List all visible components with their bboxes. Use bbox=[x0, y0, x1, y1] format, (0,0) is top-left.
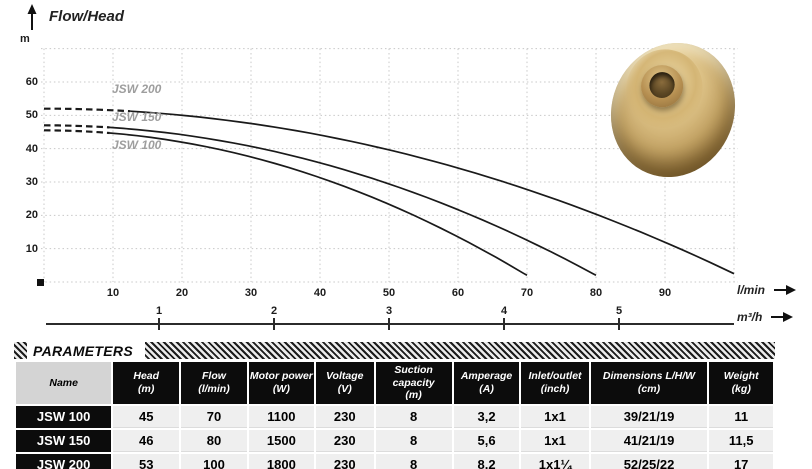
x-axis-tick-label: 30 bbox=[244, 287, 258, 299]
secondary-x-axis-tick-label: 2 bbox=[270, 305, 278, 317]
cell-inlet-outlet: 1x1 bbox=[521, 405, 589, 428]
column-header-weight: Weight (kg) bbox=[709, 362, 773, 404]
cell-suction-capacity: 8 bbox=[375, 429, 452, 452]
secondary-x-axis-tick-label: 4 bbox=[500, 305, 508, 317]
column-header-motor-power: Motor power (W) bbox=[248, 362, 314, 404]
parameters-title: PARAMETERS bbox=[33, 342, 133, 359]
cell-flow: 70 bbox=[181, 405, 247, 428]
cell-name: JSW 200 bbox=[16, 453, 112, 469]
chart-canvas bbox=[41, 48, 738, 330]
cell-dimensions: 39/21/19 bbox=[590, 405, 708, 428]
y-axis-unit-label: m bbox=[20, 33, 30, 45]
y-axis-tick-label: 60 bbox=[25, 76, 38, 88]
curve-jsw-150 bbox=[109, 126, 597, 277]
m3h-label: m³/h bbox=[737, 310, 763, 324]
cell-name: JSW 100 bbox=[16, 405, 112, 428]
column-header-dimensions: Dimensions L/H/W (cm) bbox=[590, 362, 708, 404]
cell-amperage: 8,2 bbox=[453, 453, 520, 469]
parameters-label-box: PARAMETERS bbox=[27, 342, 145, 359]
x-axis-tick-label: 90 bbox=[658, 287, 672, 299]
secondary-x-axis-tick-label: 1 bbox=[155, 305, 163, 317]
lmin-label: l/min bbox=[737, 283, 766, 297]
secondary-x-axis-tick-label: 3 bbox=[385, 305, 393, 317]
x-axis-tick-label: 50 bbox=[382, 287, 396, 299]
cell-flow: 100 bbox=[181, 453, 247, 469]
cell-suction-capacity: 8 bbox=[375, 453, 452, 469]
impeller-bore-hole bbox=[645, 68, 679, 103]
secondary-x-axis-tick-label: 5 bbox=[615, 305, 623, 317]
flow-head-chart: Flow/Head m JSW 200 JSW 150 JSW 100 l/mi… bbox=[20, 4, 797, 330]
cell-motor-power: 1500 bbox=[248, 429, 314, 452]
y-axis-tick-label: 20 bbox=[25, 209, 38, 222]
cell-voltage: 230 bbox=[315, 453, 374, 469]
column-header-voltage: Voltage (V) bbox=[315, 362, 374, 404]
curve-dashed-jsw-200 bbox=[44, 107, 131, 113]
up-arrow-icon bbox=[27, 4, 37, 30]
x-axis-tick-label: 60 bbox=[451, 287, 465, 299]
chart-title-row: Flow/Head bbox=[27, 4, 124, 30]
cell-dimensions: 52/25/22 bbox=[590, 453, 708, 469]
y-axis-tick-label: 10 bbox=[25, 242, 38, 255]
x-axis-tick-label: 10 bbox=[106, 287, 120, 299]
table-row-jsw-200: JSW 200 53 100 1800 230 8 8,2 1x1¼ 52/25… bbox=[16, 453, 773, 469]
curve-dashed-jsw-100 bbox=[43, 129, 110, 135]
cell-amperage: 5,6 bbox=[453, 429, 520, 452]
cell-head: 46 bbox=[113, 429, 180, 452]
cell-head: 45 bbox=[113, 405, 180, 428]
cell-motor-power: 1100 bbox=[248, 405, 314, 428]
column-header-inlet-outlet: Inlet/outlet (inch) bbox=[521, 362, 589, 404]
curve-label-jsw-100: JSW 100 bbox=[112, 138, 162, 152]
cell-weight: 17 bbox=[709, 453, 773, 469]
parameters-band: PARAMETERS bbox=[14, 342, 775, 359]
y-axis-tick-label: 30 bbox=[25, 176, 38, 188]
curve-jsw-100 bbox=[109, 132, 528, 277]
cell-inlet-outlet: 1x1 bbox=[521, 429, 589, 452]
table-row-jsw-100: JSW 100 45 70 1100 230 8 3,2 1x1 39/21/1… bbox=[16, 405, 773, 428]
cell-weight: 11,5 bbox=[709, 429, 773, 452]
curve-label-jsw-200: JSW 200 bbox=[112, 82, 162, 96]
cell-name: JSW 150 bbox=[16, 429, 112, 452]
y-axis-tick-label: 40 bbox=[25, 142, 38, 155]
y-axis-tick-label: 50 bbox=[25, 109, 38, 122]
curve-label-jsw-150: JSW 150 bbox=[112, 110, 162, 124]
cell-suction-capacity: 8 bbox=[375, 405, 452, 428]
primary-x-axis-unit: l/min bbox=[737, 283, 797, 297]
column-header-amperage: Amperage (A) bbox=[453, 362, 520, 404]
table-row-jsw-150: JSW 150 46 80 1500 230 8 5,6 1x1 41/21/1… bbox=[16, 429, 773, 452]
column-header-flow: Flow (l/min) bbox=[181, 362, 247, 404]
x-axis-tick-label: 70 bbox=[520, 287, 534, 299]
cell-amperage: 3,2 bbox=[453, 405, 520, 428]
cell-head: 53 bbox=[113, 453, 180, 469]
column-header-suction-capacity: Suction capacity (m) bbox=[375, 362, 452, 404]
cell-weight: 11 bbox=[709, 405, 773, 428]
cell-voltage: 230 bbox=[315, 429, 374, 452]
parameters-table: Name Head (m) Flow (l/min) Motor power (W) … bbox=[14, 360, 775, 469]
chart-title: Flow/Head bbox=[49, 8, 125, 25]
cell-inlet-outlet: 1x1¼ bbox=[521, 453, 589, 469]
cell-flow: 80 bbox=[181, 429, 247, 452]
origin-marker bbox=[37, 279, 44, 286]
right-arrow-icon bbox=[774, 285, 797, 295]
curve-dashed-jsw-150 bbox=[43, 124, 110, 129]
secondary-x-axis-unit: m³/h bbox=[737, 310, 794, 324]
cell-voltage: 230 bbox=[315, 405, 374, 428]
x-axis-tick-label: 80 bbox=[589, 287, 603, 299]
cell-dimensions: 41/21/19 bbox=[590, 429, 708, 452]
x-axis-tick-label: 20 bbox=[175, 287, 189, 299]
cell-motor-power: 1800 bbox=[248, 453, 314, 469]
right-arrow-icon bbox=[771, 312, 794, 322]
column-header-name: Name bbox=[16, 362, 112, 404]
table-header-row: Name Head (m) Flow (l/min) Motor power (W) … bbox=[16, 362, 773, 404]
x-axis-tick-label: 40 bbox=[313, 287, 327, 299]
column-header-head: Head (m) bbox=[113, 362, 180, 404]
curve-jsw-200 bbox=[130, 110, 735, 275]
